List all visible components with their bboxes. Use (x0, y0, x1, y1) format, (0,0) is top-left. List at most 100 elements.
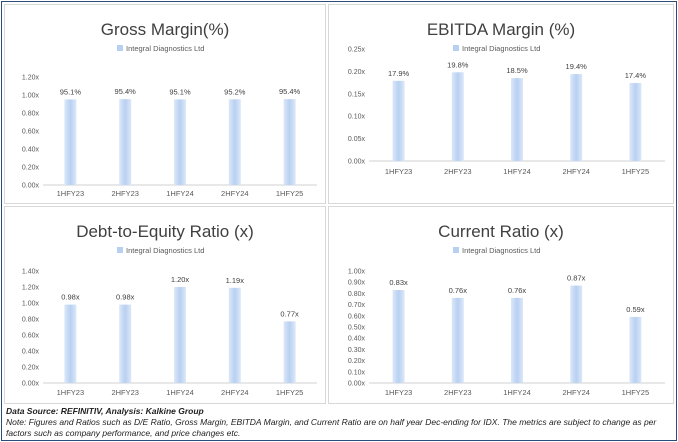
y-tick-label: 0.25x (348, 47, 366, 54)
bar (228, 99, 241, 185)
bar (629, 83, 642, 161)
y-tick-label: 0.80x (348, 291, 366, 298)
x-tick-label: 1HFY25 (622, 167, 650, 176)
bar (228, 287, 241, 383)
data-label: 95.1% (169, 87, 191, 96)
x-tick-label: 1HFY23 (57, 189, 85, 198)
y-tick-label: 0.70x (348, 302, 366, 309)
y-tick-label: 0.80x (22, 111, 40, 118)
x-tick-label: 1HFY24 (166, 189, 194, 198)
debt-to-equity-chart: Debt-to-Equity Ratio (x) Integral Diagnos… (4, 206, 326, 404)
data-label: 0.98x (61, 293, 80, 302)
y-tick-label: 0.60x (22, 333, 40, 340)
y-tick-label: 0.90x (348, 280, 366, 287)
chart-title: EBITDA Margin (%) (427, 20, 575, 39)
gross-margin-svg: Gross Margin(%) Integral Diagnostics Ltd 0… (22, 20, 317, 198)
bar (451, 297, 464, 383)
y-tick-label: 0.80x (22, 317, 40, 324)
data-label: 95.4% (115, 87, 137, 96)
y-tick-label: 0.20x (348, 69, 366, 76)
x-tick-label: 1HFY25 (276, 189, 304, 198)
legend-swatch (453, 247, 459, 253)
ebitda-margin-chart: EBITDA Margin (%) Integral Diagnostics Lt… (328, 4, 674, 204)
data-label: 19.4% (566, 62, 588, 71)
x-tick-label: 1HFY24 (503, 167, 531, 176)
debt-to-equity-svg: Debt-to-Equity Ratio (x) Integral Diagnos… (22, 222, 317, 397)
y-tick-label: 1.00x (22, 301, 40, 308)
x-tick-label: 2HFY23 (111, 189, 139, 198)
y-tick-label: 0.05x (348, 136, 366, 143)
y-tick-label: 0.10x (348, 114, 366, 121)
x-tick-label: 1HFY23 (57, 388, 85, 397)
legend-swatch (453, 45, 459, 51)
x-tick-label: 1HFY23 (385, 388, 413, 397)
y-tick-label: 0.20x (22, 165, 40, 172)
y-tick-label: 1.20x (22, 285, 40, 292)
data-label: 19.8% (447, 60, 469, 69)
y-tick-label: 0.60x (22, 129, 40, 136)
legend-label: Integral Diagnostics Ltd (462, 246, 540, 255)
data-label: 17.4% (625, 71, 647, 80)
y-tick-label: 0.20x (22, 365, 40, 372)
y-tick-label: 0.30x (348, 347, 366, 354)
legend-label: Integral Diagnostics Ltd (126, 44, 204, 53)
current-ratio-svg: Current Ratio (x) Integral Diagnostics Lt… (348, 222, 665, 397)
data-label: 95.1% (60, 87, 82, 96)
bar (64, 99, 77, 185)
y-tick-label: 0.10x (348, 369, 366, 376)
x-tick-label: 2HFY24 (221, 189, 249, 198)
bar (629, 316, 642, 383)
bar (283, 321, 296, 383)
bar (283, 99, 296, 185)
bar (392, 290, 405, 383)
data-label: 17.9% (388, 69, 410, 78)
bar (392, 80, 405, 161)
y-tick-label: 0.40x (348, 336, 366, 343)
x-tick-label: 1HFY24 (503, 388, 531, 397)
x-tick-label: 1HFY23 (385, 167, 413, 176)
bar (64, 304, 77, 383)
x-tick-label: 1HFY24 (166, 388, 194, 397)
chart-title: Current Ratio (x) (438, 222, 564, 241)
bar (511, 78, 523, 161)
bar (451, 72, 464, 161)
data-label: 0.83x (389, 278, 408, 287)
footnote: Data Source: REFINITIV, Analysis: Kalkin… (6, 406, 674, 439)
bar (174, 287, 186, 383)
legend-label: Integral Diagnostics Ltd (126, 246, 204, 255)
x-tick-label: 1HFY25 (622, 388, 650, 397)
x-tick-label: 2HFY24 (221, 388, 249, 397)
bar (570, 285, 583, 383)
x-tick-label: 1HFY25 (276, 388, 304, 397)
legend-label: Integral Diagnostics Ltd (462, 44, 540, 53)
chart-title: Debt-to-Equity Ratio (x) (76, 222, 254, 241)
x-tick-label: 2HFY23 (444, 388, 472, 397)
data-label: 95.4% (279, 87, 301, 96)
y-tick-label: 0.40x (22, 147, 40, 154)
y-tick-label: 0.00x (348, 159, 366, 166)
data-label: 1.19x (226, 276, 245, 285)
data-label: 0.87x (567, 274, 586, 283)
y-tick-label: 0.50x (348, 325, 366, 332)
gross-margin-chart: Gross Margin(%) Integral Diagnostics Ltd 0… (4, 4, 326, 204)
x-tick-label: 2HFY23 (111, 388, 139, 397)
chart-title: Gross Margin(%) (101, 20, 229, 39)
data-label: 0.98x (116, 293, 135, 302)
data-source-text: Data Source: REFINITIV, Analysis: Kalkin… (6, 406, 204, 416)
bar (119, 304, 132, 383)
x-tick-label: 2HFY24 (562, 167, 590, 176)
x-tick-label: 2HFY23 (444, 167, 472, 176)
legend-swatch (117, 247, 123, 253)
y-tick-label: 1.00x (22, 93, 40, 100)
data-label: 18.5% (506, 66, 528, 75)
x-tick-label: 2HFY24 (562, 388, 590, 397)
y-tick-label: 0.40x (22, 349, 40, 356)
y-tick-label: 0.15x (348, 91, 366, 98)
data-label: 0.76x (449, 286, 468, 295)
data-label: 95.2% (224, 87, 246, 96)
note-text: Note: Figures and Ratios such as D/E Rat… (6, 417, 657, 438)
y-tick-label: 0.00x (22, 381, 40, 388)
bar (119, 99, 132, 185)
data-label: 0.77x (280, 309, 299, 318)
